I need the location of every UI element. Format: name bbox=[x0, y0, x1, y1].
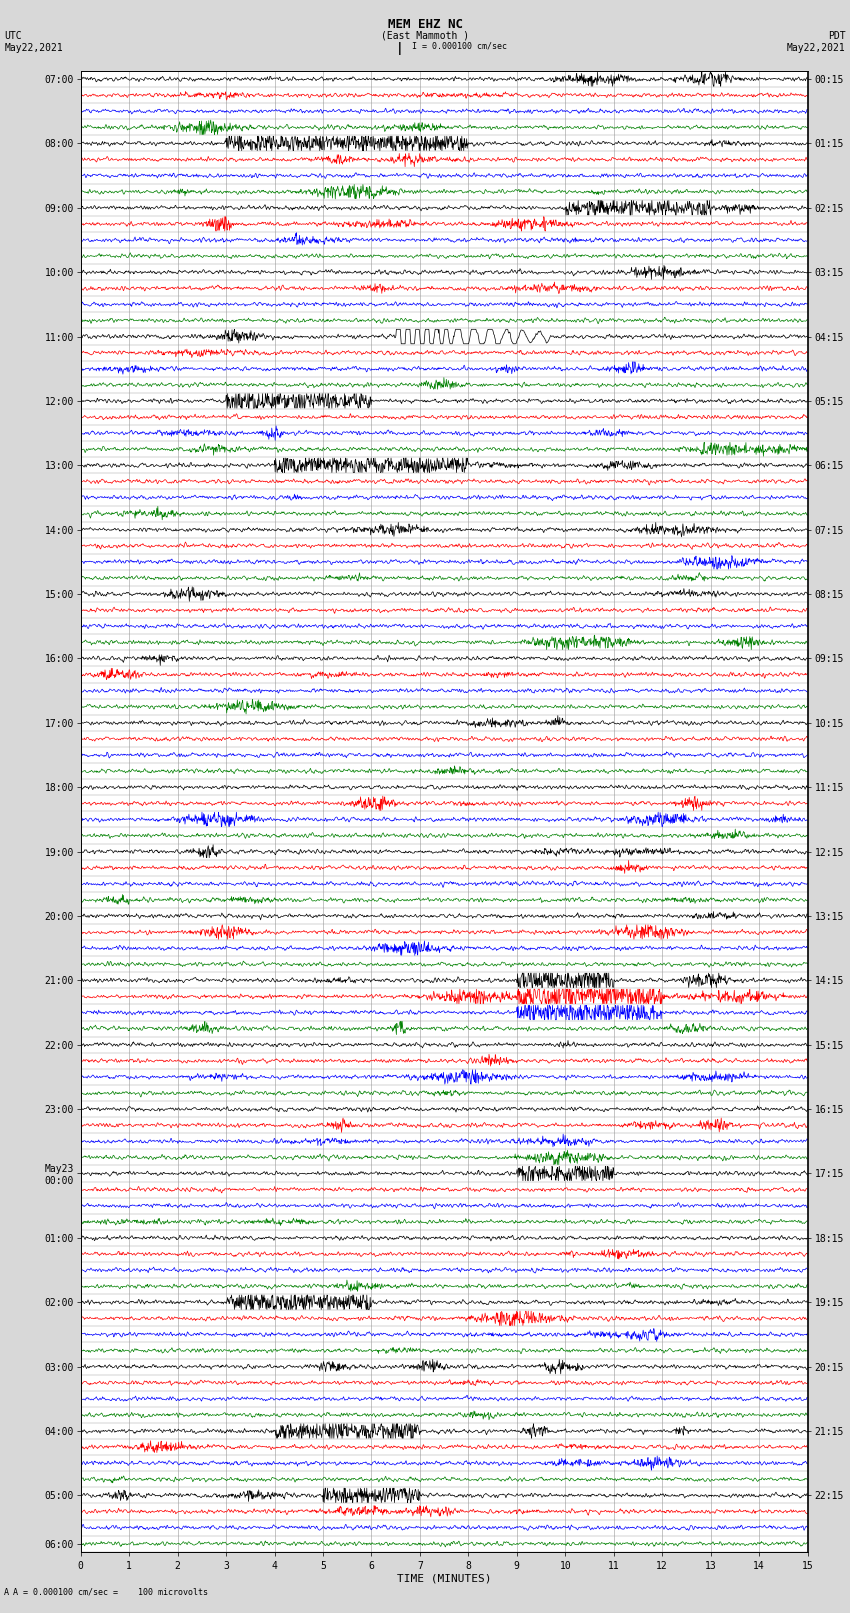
Text: I = 0.000100 cm/sec: I = 0.000100 cm/sec bbox=[412, 42, 507, 52]
Text: A = 0.000100 cm/sec =    100 microvolts: A = 0.000100 cm/sec = 100 microvolts bbox=[13, 1587, 207, 1597]
X-axis label: TIME (MINUTES): TIME (MINUTES) bbox=[397, 1574, 491, 1584]
Text: (East Mammoth ): (East Mammoth ) bbox=[381, 31, 469, 40]
Text: |: | bbox=[396, 42, 403, 55]
Text: MEM EHZ NC: MEM EHZ NC bbox=[388, 18, 462, 31]
Text: A: A bbox=[4, 1587, 9, 1597]
Text: UTC
May22,2021: UTC May22,2021 bbox=[4, 31, 63, 53]
Text: PDT
May22,2021: PDT May22,2021 bbox=[787, 31, 846, 53]
